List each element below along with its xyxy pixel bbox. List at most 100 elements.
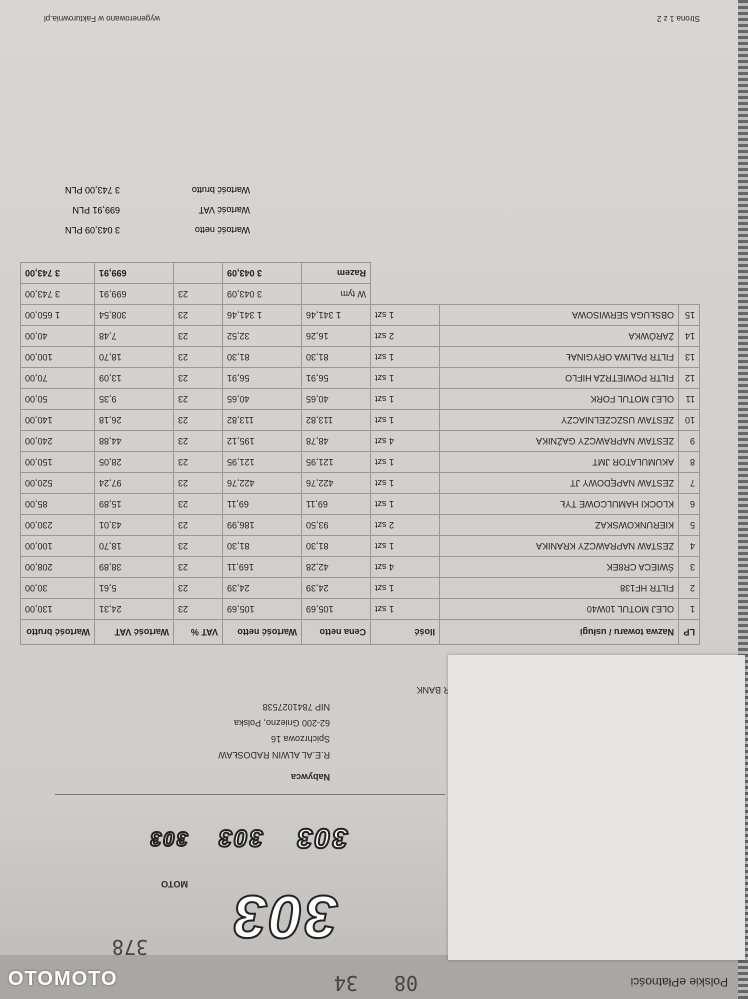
- table-cell: OLEJ MOTUL FORK: [439, 388, 679, 410]
- summary-brutto-label: Wartość brutto: [191, 185, 250, 195]
- totals-vat: 699,91: [94, 262, 174, 284]
- table-cell: 81,30: [222, 535, 302, 557]
- table-cell: 43,01: [94, 514, 174, 536]
- table-row: 5 KIERUNKOWSKAZ 2 szt 93,50 186,99 23 43,01 230…: [20, 514, 700, 536]
- table-cell: 23: [173, 325, 223, 347]
- table-cell: 85,00: [20, 493, 95, 515]
- table-cell: 12: [678, 367, 700, 389]
- table-cell: 3: [678, 556, 700, 578]
- page-number: Strona 1 z 2: [656, 14, 700, 23]
- table-cell: 23: [173, 472, 223, 494]
- table-cell: 48,78: [301, 430, 371, 452]
- table-row: 9 ZESTAW NAPRAWCZY GAŹNIKA 4 szt 48,78 195,1…: [20, 430, 700, 452]
- table-cell: 150,00: [20, 451, 95, 473]
- table-cell: 23: [173, 451, 223, 473]
- brand-logo-sub: MOTO: [161, 879, 188, 889]
- buyer-name: R.E.AL ALWIN RADOSŁAW: [218, 750, 330, 760]
- table-cell: 422,76: [222, 472, 302, 494]
- table-cell: KLOCKI HAMULCOWE TYŁ: [439, 493, 679, 515]
- table-cell: 23: [173, 367, 223, 389]
- table-row: 1 OLEJ MOTUL 10W40 1 szt 105,69 105,69 23 24,3…: [20, 598, 700, 620]
- table-cell: 11: [678, 388, 700, 410]
- totals-vat_rate: 23: [173, 283, 223, 305]
- table-cell: 4 szt: [370, 556, 440, 578]
- table-cell: 240,00: [20, 430, 95, 452]
- totals-row-w-tym: W tym 3 043,09 23 699,91 3 743,00: [20, 283, 700, 305]
- buyer-section: Nabywca R.E.AL ALWIN RADOSŁAW Spichrzowa…: [218, 699, 330, 785]
- divider: [55, 794, 445, 795]
- table-cell: 15,89: [94, 493, 174, 515]
- table-cell: 2: [678, 577, 700, 599]
- table-cell: 23: [173, 409, 223, 431]
- table-cell: 18,70: [94, 535, 174, 557]
- table-cell: 7: [678, 472, 700, 494]
- table-cell: 24,39: [301, 577, 371, 599]
- table-cell: 140,00: [20, 409, 95, 431]
- column-header: Wartość VAT: [94, 619, 174, 645]
- table-cell: OLEJ MOTUL 10W40: [439, 598, 679, 620]
- table-cell: 14: [678, 325, 700, 347]
- table-cell: 1 szt: [370, 304, 440, 326]
- table-cell: 105,69: [301, 598, 371, 620]
- table-cell: 81,30: [222, 346, 302, 368]
- column-header: Wartość brutto: [20, 619, 95, 645]
- table-cell: KIERUNKOWSKAZ: [439, 514, 679, 536]
- table-cell: 50,00: [20, 388, 95, 410]
- totals-netto: 3 043,09: [222, 262, 302, 284]
- table-cell: 1 szt: [370, 535, 440, 557]
- column-header: Ilość: [370, 619, 440, 645]
- brand-logo-big: 303: [231, 882, 339, 951]
- table-row: 6 KLOCKI HAMULCOWE TYŁ 1 szt 69,11 69,11 23 15…: [20, 493, 700, 515]
- table-cell: 121,95: [222, 451, 302, 473]
- table-cell: 40,65: [301, 388, 371, 410]
- generated-by: wygenerowano w Fakturownia.pl: [43, 14, 160, 23]
- table-cell: FILTR HF138: [439, 577, 679, 599]
- table-cell: 1 szt: [370, 346, 440, 368]
- column-header: Cena netto: [301, 619, 371, 645]
- totals-label: Razem: [301, 262, 371, 284]
- table-cell: ŚWIECA CR8EK: [439, 556, 679, 578]
- table-cell: 69,11: [301, 493, 371, 515]
- table-cell: 70,00: [20, 367, 95, 389]
- table-cell: 16,26: [301, 325, 371, 347]
- table-cell: 32,52: [222, 325, 302, 347]
- table-cell: 40,00: [20, 325, 95, 347]
- summary-vat-label: Wartość VAT: [198, 205, 250, 215]
- table-cell: 93,50: [301, 514, 371, 536]
- overlapping-paper: [448, 655, 745, 960]
- table-cell: 2 szt: [370, 325, 440, 347]
- table-cell: ZESTAW NAPRAWCZY KRANIKA: [439, 535, 679, 557]
- table-cell: 42,28: [301, 556, 371, 578]
- table-cell: 40,65: [222, 388, 302, 410]
- table-cell: 1 650,00: [20, 304, 95, 326]
- handwritten-number: 08: [393, 971, 418, 995]
- table-cell: 23: [173, 556, 223, 578]
- column-header: Nazwa towaru / usługi: [439, 619, 679, 645]
- table-row: 11 OLEJ MOTUL FORK 1 szt 40,65 40,65 23 9,35 50…: [20, 388, 700, 410]
- table-cell: 5: [678, 514, 700, 536]
- table-row: 2 FILTR HF138 1 szt 24,39 24,39 23 5,61 30,00: [20, 577, 700, 599]
- table-cell: 113,82: [222, 409, 302, 431]
- table-cell: 1 szt: [370, 493, 440, 515]
- table-cell: 1 szt: [370, 472, 440, 494]
- table-cell: 1 341,46: [301, 304, 371, 326]
- table-cell: 121,95: [301, 451, 371, 473]
- table-cell: 4: [678, 535, 700, 557]
- table-row: 13 FILTR PALIWA ORYGINAŁ 1 szt 81,30 81,30 23…: [20, 346, 700, 368]
- table-row: 4 ZESTAW NAPRAWCZY KRANIKA 1 szt 81,30 81,30…: [20, 535, 700, 557]
- table-row: 10 ZESTAW USZCZELNIACZY 1 szt 113,82 113,82 2…: [20, 409, 700, 431]
- table-cell: 1 szt: [370, 367, 440, 389]
- table-row: 7 ZESTAW NAPĘDOWY JT 1 szt 422,76 422,76 23 97…: [20, 472, 700, 494]
- table-row: 8 AKUMULATOR JMT 1 szt 121,95 121,95 23 28,05 1…: [20, 451, 700, 473]
- summary-netto-label: Wartość netto: [194, 225, 250, 235]
- totals-vat: 699,91: [94, 283, 174, 305]
- table-cell: 1 szt: [370, 451, 440, 473]
- table-cell: 23: [173, 304, 223, 326]
- table-cell: 13: [678, 346, 700, 368]
- column-header: Wartość netto: [222, 619, 302, 645]
- table-cell: 9: [678, 430, 700, 452]
- brand-logo-small: 303: [294, 822, 349, 855]
- table-cell: 69,11: [222, 493, 302, 515]
- table-cell: 24,39: [222, 577, 302, 599]
